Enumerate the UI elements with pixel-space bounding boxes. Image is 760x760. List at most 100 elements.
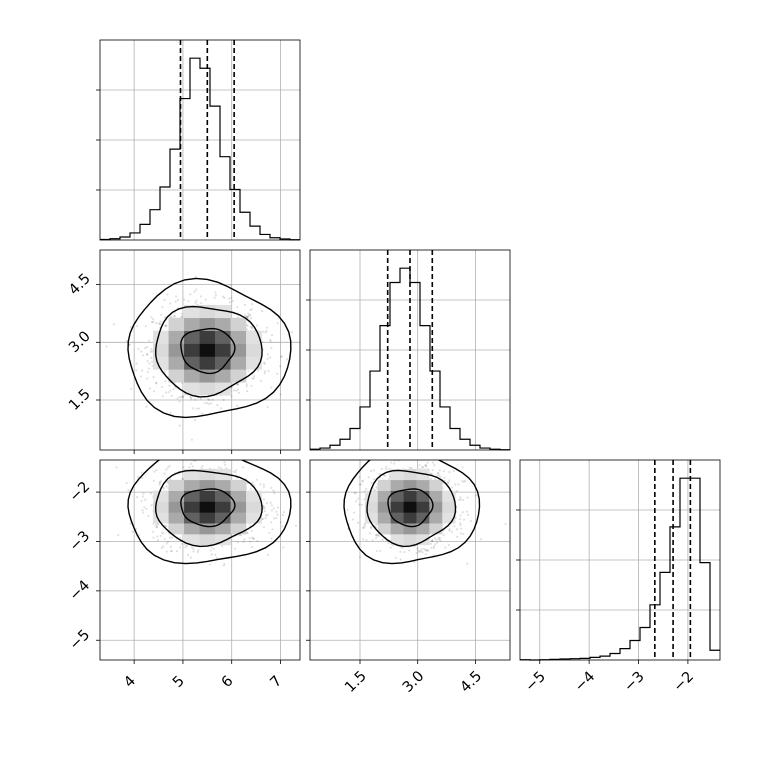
density-cell — [168, 479, 185, 491]
sample-point — [446, 481, 450, 484]
sample-point — [250, 529, 253, 533]
density-cell — [429, 479, 443, 491]
sample-point — [222, 564, 225, 567]
sample-point — [453, 525, 456, 528]
sample-point — [180, 316, 183, 319]
density-cell — [153, 512, 169, 524]
sample-point — [252, 537, 255, 540]
sample-point — [190, 546, 194, 549]
sample-point — [459, 518, 462, 521]
sample-point — [459, 523, 462, 527]
sample-point — [214, 553, 217, 556]
density-cell — [215, 523, 231, 535]
sample-point — [370, 527, 373, 530]
sample-point — [238, 534, 241, 537]
density-cell — [215, 534, 231, 546]
sample-point — [248, 314, 251, 317]
hist-panel-0 — [96, 39, 301, 241]
sample-point — [143, 506, 146, 509]
sample-point — [162, 545, 165, 548]
sample-point — [161, 306, 164, 309]
density-cell — [199, 468, 216, 481]
density-cell — [246, 490, 262, 502]
sample-point — [214, 291, 217, 294]
sample-point — [154, 524, 157, 527]
sample-point — [195, 288, 198, 291]
density-cell — [442, 490, 456, 502]
density-cell — [377, 490, 391, 502]
sample-point — [375, 486, 378, 489]
sample-point — [266, 353, 270, 356]
sample-point — [430, 539, 433, 543]
sample-point — [374, 533, 378, 537]
sample-point — [408, 466, 411, 469]
sample-point — [155, 321, 158, 325]
sample-point — [178, 396, 181, 399]
sample-point — [280, 355, 283, 359]
sample-point — [209, 549, 212, 552]
sample-point — [194, 301, 197, 304]
sample-point — [220, 467, 223, 470]
density-cell — [153, 490, 169, 502]
sample-point — [417, 549, 421, 552]
density-cell — [230, 512, 247, 524]
sample-point — [358, 503, 361, 506]
sample-point — [249, 540, 252, 543]
sample-point — [420, 548, 423, 551]
sample-point — [250, 326, 254, 329]
density-cell — [215, 356, 231, 370]
density-cell — [377, 479, 391, 491]
density-cell — [184, 304, 200, 319]
sample-point — [200, 301, 203, 305]
density-cell — [184, 501, 200, 513]
sample-point — [266, 406, 269, 409]
sample-point — [147, 367, 151, 370]
sample-point — [389, 546, 392, 549]
contour-1 — [366, 469, 457, 548]
sample-point — [259, 483, 262, 486]
sample-point — [459, 498, 462, 501]
sample-point — [142, 354, 145, 357]
density-cell — [184, 369, 200, 383]
sample-point — [150, 360, 154, 363]
density-cell — [403, 501, 417, 513]
sample-point — [357, 521, 360, 524]
sample-point — [375, 523, 378, 526]
density-cell — [184, 382, 200, 396]
sample-point — [215, 556, 218, 559]
sample-point — [232, 470, 235, 473]
sample-point — [249, 325, 252, 329]
sample-point — [210, 402, 213, 405]
density-cell — [230, 317, 247, 331]
sample-point — [436, 472, 439, 475]
sample-point — [140, 471, 143, 474]
sample-point — [221, 545, 224, 548]
sample-point — [170, 549, 173, 553]
density-cell — [153, 356, 169, 370]
sample-point — [399, 550, 402, 553]
density-cell — [153, 501, 169, 513]
sample-point — [433, 464, 436, 467]
sample-point — [275, 516, 278, 520]
sample-point — [150, 504, 153, 507]
sample-point — [360, 503, 363, 506]
density-cell — [416, 490, 430, 502]
sample-point — [166, 540, 170, 543]
sample-point — [448, 529, 451, 532]
sample-point — [179, 536, 182, 539]
density-cell — [364, 490, 379, 502]
sample-point — [246, 531, 249, 534]
sample-point — [354, 500, 358, 503]
sample-point — [372, 478, 375, 481]
sample-point — [276, 322, 279, 325]
sample-point — [426, 461, 429, 464]
density-cell — [403, 523, 417, 535]
sample-point — [418, 464, 421, 467]
contour-2 — [127, 460, 292, 565]
sample-point — [262, 498, 266, 501]
sample-point — [152, 318, 155, 321]
sample-point — [421, 551, 424, 554]
sample-point — [155, 382, 158, 385]
sample-point — [183, 298, 186, 301]
sample-point — [362, 526, 365, 529]
